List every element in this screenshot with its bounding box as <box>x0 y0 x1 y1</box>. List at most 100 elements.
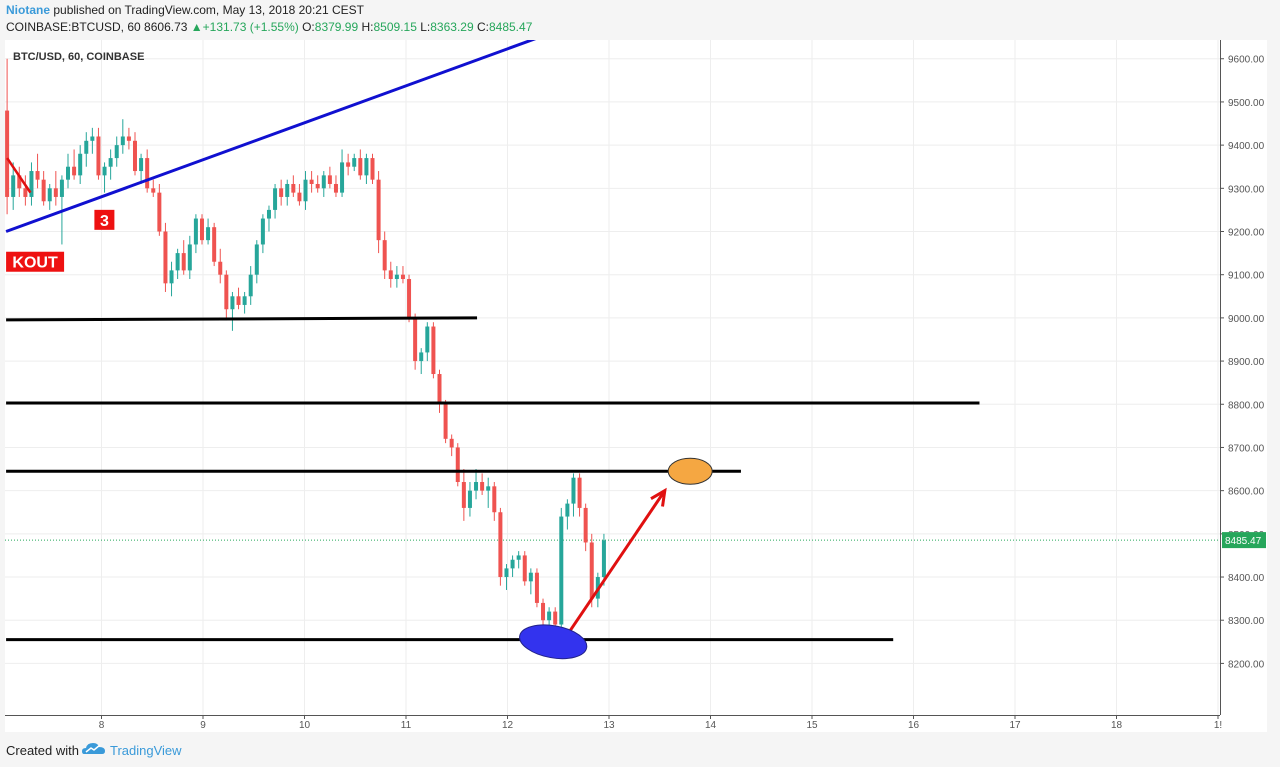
candle-body <box>145 158 150 189</box>
current-price-tag-label: 8485.47 <box>1225 536 1262 547</box>
candle-body <box>467 490 472 508</box>
chart-area[interactable]: 8200.008300.008400.008500.008600.008700.… <box>5 14 1267 732</box>
author-name[interactable]: Niotane <box>6 3 51 17</box>
candle-body <box>297 192 302 202</box>
candle-body <box>455 447 460 483</box>
candle-body <box>601 540 606 578</box>
tradingview-brand-link[interactable]: TradingView <box>110 743 182 758</box>
annotation-label-box <box>94 209 115 230</box>
price-tick-label: 8200.00 <box>1228 659 1265 670</box>
candle-body <box>382 240 387 271</box>
symbol-line: COINBASE:BTCUSD, 60 8606.73 ▲+131.73 (+1… <box>6 20 532 34</box>
candle-body <box>41 179 46 202</box>
candle-body <box>528 572 533 582</box>
chart-background <box>5 40 1267 732</box>
candle-body <box>559 516 564 625</box>
candle-body <box>132 140 137 172</box>
candle-body <box>388 270 393 280</box>
candle-body <box>181 253 186 271</box>
target-arrow-line <box>567 489 667 635</box>
candle-body <box>108 158 113 167</box>
candle-body <box>522 555 527 582</box>
price-tick-label: 8300.00 <box>1228 616 1265 627</box>
candle-body <box>577 477 582 508</box>
candle-body <box>589 542 594 599</box>
candle-body <box>437 374 442 405</box>
candle-body <box>303 179 308 202</box>
time-tick-label: 8 <box>99 720 105 731</box>
candle-body <box>443 404 448 439</box>
time-tick-label: 11 <box>401 720 412 731</box>
price-tick-label: 9200.00 <box>1228 228 1265 239</box>
low-label: L: <box>420 20 431 34</box>
candle-body <box>248 274 253 297</box>
candle-body <box>309 179 314 184</box>
candle-body <box>102 166 107 176</box>
candle-body <box>29 171 34 197</box>
price-tick-label: 9500.00 <box>1228 98 1265 109</box>
candle-body <box>218 261 223 275</box>
candle-body <box>352 158 357 167</box>
last-price: 8606.73 <box>144 20 188 34</box>
candle-body <box>175 253 180 271</box>
candle-body <box>212 227 217 262</box>
open-value: 8379.99 <box>314 20 359 34</box>
candle-body <box>151 188 156 193</box>
candle-body <box>35 171 40 180</box>
current-price-tag <box>1222 532 1266 549</box>
time-tick-label: 15 <box>806 720 818 731</box>
candle-body <box>90 136 95 141</box>
red-segment <box>6 157 32 194</box>
price-chart[interactable]: 8200.008300.008400.008500.008600.008700.… <box>5 14 1267 732</box>
price-change: +131.73 (+1.55%) <box>202 20 299 34</box>
candle-body <box>126 136 131 141</box>
candle-body <box>565 503 570 517</box>
candle-body <box>370 158 375 180</box>
footer: Created with TradingView <box>0 733 1280 767</box>
candle-body <box>242 296 247 305</box>
price-tick-label: 8600.00 <box>1228 487 1265 498</box>
support-resistance-level <box>6 316 478 322</box>
candle-body <box>474 482 479 491</box>
publish-line: Niotane published on TradingView.com, Ma… <box>6 3 364 17</box>
time-tick-label: 18 <box>1111 720 1123 731</box>
time-tick-label: 9 <box>200 720 206 731</box>
candle-body <box>5 110 10 197</box>
trend-line <box>5 14 600 233</box>
annotation-label-text: 3 <box>100 213 109 230</box>
time-tick-label: 12 <box>502 720 514 731</box>
price-axis-background <box>1220 40 1267 732</box>
candle-body <box>547 611 552 621</box>
candle-body <box>291 183 296 193</box>
candle-body <box>425 326 430 353</box>
candle-body <box>224 274 229 310</box>
candle-body <box>78 153 83 176</box>
price-tick-label: 9300.00 <box>1228 184 1265 195</box>
candle-body <box>413 317 418 362</box>
candle-body <box>84 140 89 154</box>
time-tick-label: 17 <box>1009 720 1021 731</box>
candle-body <box>279 188 284 197</box>
close-label: C: <box>476 20 489 34</box>
annotation-label-box <box>6 251 65 272</box>
candle-body <box>504 568 509 578</box>
created-with-label: Created with <box>6 743 79 758</box>
price-tick-label: 8400.00 <box>1228 573 1265 584</box>
annotation-label-text: KOUT <box>12 255 58 272</box>
time-axis-labels: 8 9 10 11 12 13 14 15 16 17 18 1! <box>99 715 1222 731</box>
candle-body <box>206 227 211 241</box>
candle-body <box>59 179 64 197</box>
candle-body <box>534 572 539 603</box>
candle-body <box>346 162 351 167</box>
price-tick-label: 9100.00 <box>1228 271 1265 282</box>
candle-body <box>96 136 101 176</box>
candle-body <box>169 270 174 284</box>
candle-body <box>193 218 198 245</box>
candle-body <box>157 192 162 232</box>
candle-body <box>516 555 521 560</box>
support-ellipse-marker <box>519 624 588 660</box>
candle-body <box>553 611 558 625</box>
candle-body <box>419 352 424 362</box>
candle-body <box>541 602 546 621</box>
candle-body <box>498 512 503 578</box>
